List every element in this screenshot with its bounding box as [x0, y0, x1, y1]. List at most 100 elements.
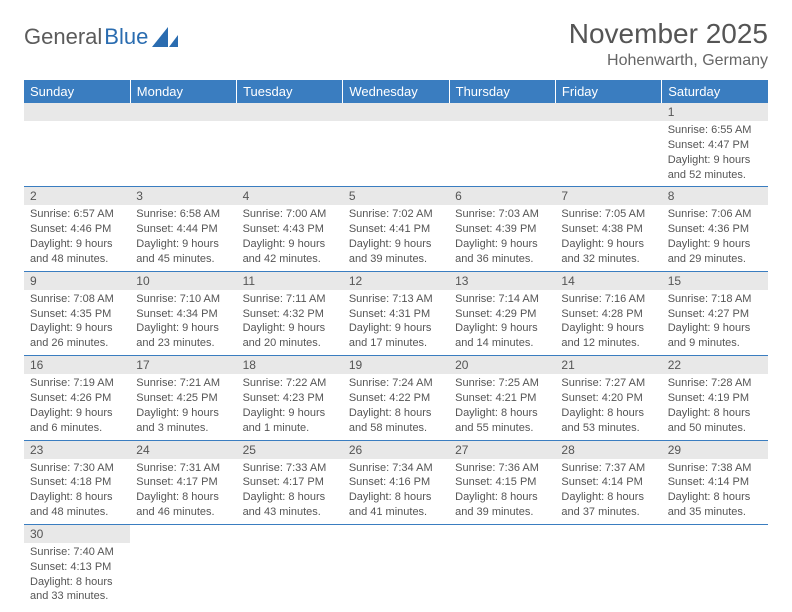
- day-number: 11: [237, 272, 343, 290]
- day-header: Tuesday: [237, 80, 343, 103]
- daylight-text: Daylight: 9 hours and 29 minutes.: [668, 237, 762, 267]
- week-row: 2Sunrise: 6:57 AMSunset: 4:46 PMDaylight…: [24, 187, 768, 271]
- daylight-text: Daylight: 8 hours and 46 minutes.: [136, 490, 230, 520]
- day-cell: 15Sunrise: 7:18 AMSunset: 4:27 PMDayligh…: [662, 271, 768, 355]
- day-cell: 10Sunrise: 7:10 AMSunset: 4:34 PMDayligh…: [130, 271, 236, 355]
- sunset-text: Sunset: 4:21 PM: [455, 391, 549, 406]
- day-cell: 25Sunrise: 7:33 AMSunset: 4:17 PMDayligh…: [237, 440, 343, 524]
- day-number: 9: [24, 272, 130, 290]
- sunrise-text: Sunrise: 7:37 AM: [561, 461, 655, 476]
- day-details: Sunrise: 7:27 AMSunset: 4:20 PMDaylight:…: [555, 374, 661, 439]
- day-number: 21: [555, 356, 661, 374]
- day-cell: 14Sunrise: 7:16 AMSunset: 4:28 PMDayligh…: [555, 271, 661, 355]
- sunset-text: Sunset: 4:26 PM: [30, 391, 124, 406]
- day-number: 2: [24, 187, 130, 205]
- daylight-text: Daylight: 9 hours and 6 minutes.: [30, 406, 124, 436]
- day-details: Sunrise: 6:57 AMSunset: 4:46 PMDaylight:…: [24, 205, 130, 270]
- day-details: Sunrise: 7:24 AMSunset: 4:22 PMDaylight:…: [343, 374, 449, 439]
- daylight-text: Daylight: 8 hours and 43 minutes.: [243, 490, 337, 520]
- day-cell: 6Sunrise: 7:03 AMSunset: 4:39 PMDaylight…: [449, 187, 555, 271]
- day-cell: 2Sunrise: 6:57 AMSunset: 4:46 PMDaylight…: [24, 187, 130, 271]
- day-number: 23: [24, 441, 130, 459]
- day-number: 12: [343, 272, 449, 290]
- sunset-text: Sunset: 4:38 PM: [561, 222, 655, 237]
- sunrise-text: Sunrise: 7:21 AM: [136, 376, 230, 391]
- day-cell: 22Sunrise: 7:28 AMSunset: 4:19 PMDayligh…: [662, 356, 768, 440]
- day-cell: 8Sunrise: 7:06 AMSunset: 4:36 PMDaylight…: [662, 187, 768, 271]
- daylight-text: Daylight: 9 hours and 42 minutes.: [243, 237, 337, 267]
- day-number: 20: [449, 356, 555, 374]
- day-details: Sunrise: 7:08 AMSunset: 4:35 PMDaylight:…: [24, 290, 130, 355]
- day-number: 15: [662, 272, 768, 290]
- daylight-text: Daylight: 8 hours and 41 minutes.: [349, 490, 443, 520]
- day-number: 27: [449, 441, 555, 459]
- day-details: Sunrise: 7:21 AMSunset: 4:25 PMDaylight:…: [130, 374, 236, 439]
- daylight-text: Daylight: 9 hours and 39 minutes.: [349, 237, 443, 267]
- day-cell: 18Sunrise: 7:22 AMSunset: 4:23 PMDayligh…: [237, 356, 343, 440]
- daylight-text: Daylight: 9 hours and 17 minutes.: [349, 321, 443, 351]
- day-cell: 19Sunrise: 7:24 AMSunset: 4:22 PMDayligh…: [343, 356, 449, 440]
- sunset-text: Sunset: 4:14 PM: [561, 475, 655, 490]
- sunset-text: Sunset: 4:13 PM: [30, 560, 124, 575]
- daylight-text: Daylight: 9 hours and 23 minutes.: [136, 321, 230, 351]
- day-cell: [662, 524, 768, 608]
- sunrise-text: Sunrise: 7:02 AM: [349, 207, 443, 222]
- week-row: 1 Sunrise: 6:55 AMSunset: 4:47 PMDaylight…: [24, 103, 768, 187]
- day-cell: 7Sunrise: 7:05 AMSunset: 4:38 PMDaylight…: [555, 187, 661, 271]
- location: Hohenwarth, Germany: [569, 52, 768, 70]
- daylight-text: Daylight: 9 hours and 9 minutes.: [668, 321, 762, 351]
- day-details: Sunrise: 7:38 AMSunset: 4:14 PMDaylight:…: [662, 459, 768, 524]
- day-cell: 5Sunrise: 7:02 AMSunset: 4:41 PMDaylight…: [343, 187, 449, 271]
- daylight-text: Daylight: 9 hours and 3 minutes.: [136, 406, 230, 436]
- day-number: 18: [237, 356, 343, 374]
- sunrise-text: Sunrise: 7:19 AM: [30, 376, 124, 391]
- sunrise-text: Sunrise: 7:08 AM: [30, 292, 124, 307]
- day-cell: 23Sunrise: 7:30 AMSunset: 4:18 PMDayligh…: [24, 440, 130, 524]
- daylight-text: Daylight: 9 hours and 52 minutes.: [668, 153, 762, 183]
- logo-text-1: General: [24, 24, 102, 50]
- daylight-text: Daylight: 8 hours and 58 minutes.: [349, 406, 443, 436]
- sunrise-text: Sunrise: 7:10 AM: [136, 292, 230, 307]
- daylight-text: Daylight: 9 hours and 36 minutes.: [455, 237, 549, 267]
- day-number: 1: [662, 103, 768, 121]
- day-cell: 13Sunrise: 7:14 AMSunset: 4:29 PMDayligh…: [449, 271, 555, 355]
- sunset-text: Sunset: 4:15 PM: [455, 475, 549, 490]
- day-number: 30: [24, 525, 130, 543]
- day-number: 25: [237, 441, 343, 459]
- sunset-text: Sunset: 4:31 PM: [349, 307, 443, 322]
- sunset-text: Sunset: 4:28 PM: [561, 307, 655, 322]
- day-number: 3: [130, 187, 236, 205]
- day-cell: 4Sunrise: 7:00 AMSunset: 4:43 PMDaylight…: [237, 187, 343, 271]
- sunrise-text: Sunrise: 7:31 AM: [136, 461, 230, 476]
- day-cell: [237, 524, 343, 608]
- day-number: 7: [555, 187, 661, 205]
- sunrise-text: Sunrise: 7:25 AM: [455, 376, 549, 391]
- sunset-text: Sunset: 4:16 PM: [349, 475, 443, 490]
- daylight-text: Daylight: 8 hours and 39 minutes.: [455, 490, 549, 520]
- daylight-text: Daylight: 8 hours and 55 minutes.: [455, 406, 549, 436]
- day-details: Sunrise: 7:37 AMSunset: 4:14 PMDaylight:…: [555, 459, 661, 524]
- sunset-text: Sunset: 4:47 PM: [668, 138, 762, 153]
- day-details: Sunrise: 7:14 AMSunset: 4:29 PMDaylight:…: [449, 290, 555, 355]
- day-cell: [449, 524, 555, 608]
- day-details: Sunrise: 7:16 AMSunset: 4:28 PMDaylight:…: [555, 290, 661, 355]
- day-header: Friday: [555, 80, 661, 103]
- sunset-text: Sunset: 4:46 PM: [30, 222, 124, 237]
- day-number: 8: [662, 187, 768, 205]
- daylight-text: Daylight: 8 hours and 53 minutes.: [561, 406, 655, 436]
- day-cell: 21Sunrise: 7:27 AMSunset: 4:20 PMDayligh…: [555, 356, 661, 440]
- sunset-text: Sunset: 4:39 PM: [455, 222, 549, 237]
- week-row: 16Sunrise: 7:19 AMSunset: 4:26 PMDayligh…: [24, 356, 768, 440]
- sunset-text: Sunset: 4:17 PM: [136, 475, 230, 490]
- day-cell: 17Sunrise: 7:21 AMSunset: 4:25 PMDayligh…: [130, 356, 236, 440]
- sunrise-text: Sunrise: 6:57 AM: [30, 207, 124, 222]
- daylight-text: Daylight: 8 hours and 33 minutes.: [30, 575, 124, 605]
- daylight-text: Daylight: 9 hours and 1 minute.: [243, 406, 337, 436]
- week-row: 30Sunrise: 7:40 AMSunset: 4:13 PMDayligh…: [24, 524, 768, 608]
- daylight-text: Daylight: 9 hours and 26 minutes.: [30, 321, 124, 351]
- day-header: Thursday: [449, 80, 555, 103]
- sunrise-text: Sunrise: 6:55 AM: [668, 123, 762, 138]
- day-details: Sunrise: 7:36 AMSunset: 4:15 PMDaylight:…: [449, 459, 555, 524]
- day-cell: 24Sunrise: 7:31 AMSunset: 4:17 PMDayligh…: [130, 440, 236, 524]
- header: GeneralBlue November 2025 Hohenwarth, Ge…: [24, 18, 768, 70]
